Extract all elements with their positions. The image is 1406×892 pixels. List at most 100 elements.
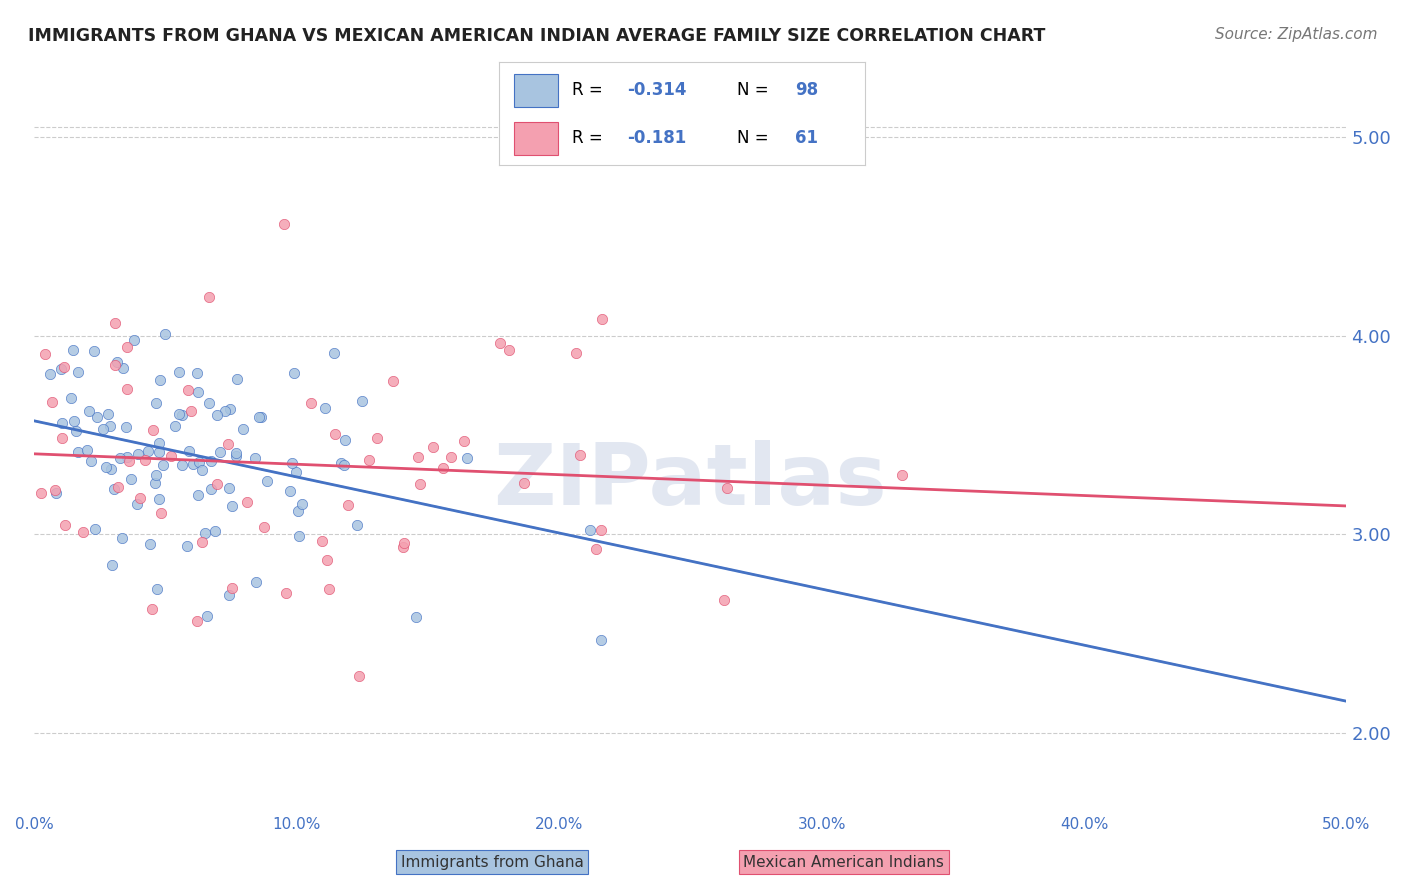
Point [225,446,247,460]
Point [115,382,138,396]
Point [591,633,613,648]
Point [98,419,121,434]
Point [187,488,209,502]
Point [145,582,167,597]
Point [288,529,311,543]
Point [148,435,170,450]
Point [167,365,190,379]
Point [152,458,174,473]
Point [181,458,204,472]
Point [318,582,340,597]
Point [218,588,240,602]
Text: Source: ZipAtlas.com: Source: ZipAtlas.com [1215,27,1378,42]
Point [122,333,145,347]
Point [568,448,591,462]
Point [716,481,738,495]
Point [359,453,381,467]
Point [149,374,172,388]
Point [381,374,404,388]
Point [53,518,76,533]
Point [127,447,149,461]
Text: N =: N = [737,129,773,147]
Point [115,450,138,464]
Point [219,401,242,416]
Point [187,385,209,400]
Point [76,443,98,458]
Point [273,217,295,231]
FancyBboxPatch shape [513,74,558,106]
Point [170,408,193,422]
Point [247,410,270,425]
Text: 98: 98 [796,81,818,99]
Text: Immigrants from Ghana: Immigrants from Ghana [401,855,583,870]
Point [63,414,86,428]
Point [107,480,129,494]
Point [103,316,125,330]
Point [141,602,163,616]
Point [167,407,190,421]
Point [250,410,273,425]
Point [150,506,173,520]
Point [291,497,314,511]
Point [713,593,735,607]
Point [134,453,156,467]
Point [111,532,134,546]
Point [191,463,214,477]
Text: 61: 61 [796,129,818,147]
Point [120,472,142,486]
Point [243,450,266,465]
Point [145,468,167,483]
Point [62,343,84,358]
Point [221,582,243,596]
Point [115,340,138,354]
Point [281,456,304,470]
Point [276,586,298,600]
Point [160,449,183,463]
Point [245,574,267,589]
Point [513,475,536,490]
Point [108,451,131,466]
Point [198,396,221,410]
Text: N =: N = [737,81,773,99]
Text: IMMIGRANTS FROM GHANA VS MEXICAN AMERICAN INDIAN AVERAGE FAMILY SIZE CORRELATION: IMMIGRANTS FROM GHANA VS MEXICAN AMERICA… [28,27,1046,45]
Point [217,437,239,451]
Point [103,483,125,497]
Point [93,422,115,436]
Point [891,467,914,482]
Point [232,422,254,436]
Point [440,450,463,464]
Point [256,475,278,489]
Point [145,396,167,410]
Point [253,520,276,534]
Point [453,434,475,448]
Point [51,416,73,430]
Point [336,498,359,512]
Point [45,485,67,500]
Point [96,459,118,474]
Point [148,445,170,459]
Point [170,458,193,473]
Point [409,477,432,491]
Point [283,366,305,380]
Point [405,610,427,624]
Point [579,524,602,538]
Point [323,346,346,360]
Text: R =: R = [572,81,609,99]
Point [186,366,208,380]
Point [111,360,134,375]
Point [323,427,346,442]
Point [51,430,73,444]
Point [80,454,103,468]
Point [67,444,90,458]
Point [77,404,100,418]
Point [155,327,177,342]
Point [86,409,108,424]
Point [209,445,232,459]
Point [197,290,219,304]
Point [53,360,76,375]
Point [30,485,52,500]
Point [129,491,152,505]
Point [406,450,429,464]
Point [346,517,368,532]
Point [287,504,309,518]
